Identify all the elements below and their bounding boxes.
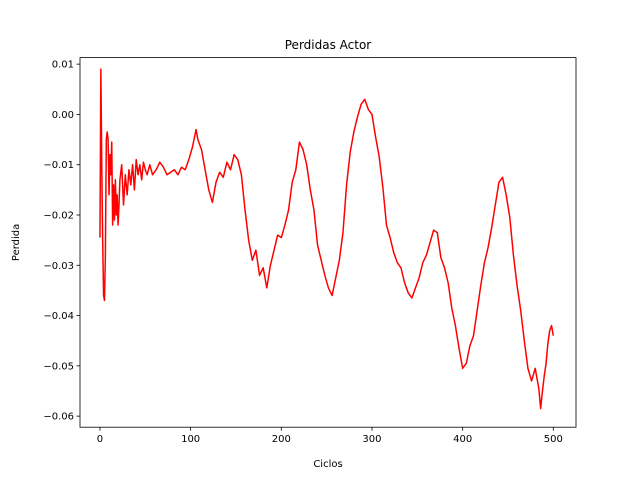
y-tick-label: 0.01 — [52, 60, 74, 71]
y-tick-label: −0.06 — [43, 412, 74, 423]
y-axis-ticks: −0.06 −0.05 −0.04 −0.03 −0.02 −0.01 0.00 0.01 — [43, 60, 80, 423]
x-tick-label: 300 — [362, 434, 381, 445]
plot-area — [99, 68, 555, 410]
y-tick-label: −0.03 — [43, 261, 74, 272]
x-axis-label: Ciclos — [313, 459, 342, 470]
axes-frame — [79, 57, 577, 428]
series-line-0 — [99, 68, 555, 410]
y-axis-label: Perdida — [11, 224, 22, 261]
y-tick-label: −0.04 — [43, 311, 74, 322]
x-tick-label: 200 — [272, 434, 291, 445]
x-tick-label: 400 — [453, 434, 472, 445]
chart-title: Perdidas Actor — [285, 38, 372, 52]
x-tick-label: 100 — [181, 434, 200, 445]
x-tick-label: 0 — [97, 434, 103, 445]
y-tick-label: 0.00 — [52, 110, 74, 121]
x-tick-label: 500 — [544, 434, 563, 445]
x-axis-ticks: 0 100 200 300 400 500 — [97, 427, 563, 445]
y-tick-label: −0.02 — [43, 210, 74, 221]
y-tick-label: −0.05 — [43, 361, 74, 372]
y-tick-label: −0.01 — [43, 160, 74, 171]
